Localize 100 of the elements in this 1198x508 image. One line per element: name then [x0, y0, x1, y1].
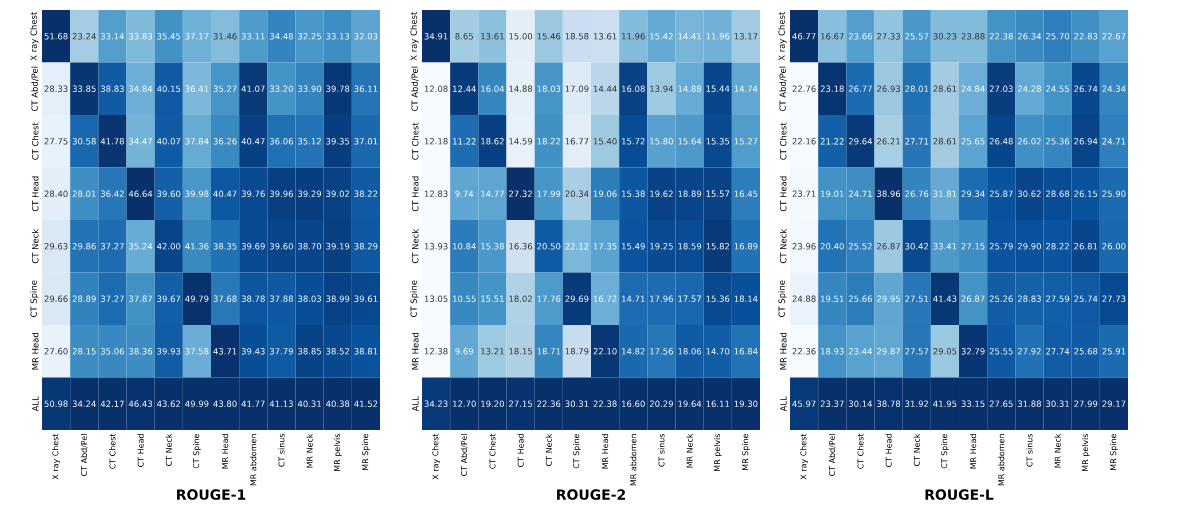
data-label: 10.84: [453, 243, 476, 250]
data-label: 40.31: [297, 400, 321, 407]
data-label: 16.04: [481, 85, 505, 92]
data-label: 31.92: [905, 400, 929, 407]
data-label: 19.01: [821, 190, 844, 197]
data-label: 23.18: [820, 85, 844, 92]
data-label: 13.94: [650, 85, 674, 92]
data-label: 28.40: [44, 190, 68, 197]
data-label: 34.91: [424, 33, 448, 40]
data-label: 25.36: [1046, 138, 1070, 145]
data-label: 41.43: [933, 295, 957, 302]
y-tick-label: ALL: [412, 396, 419, 412]
data-label: 15.42: [650, 33, 673, 40]
data-label: 27.71: [905, 138, 929, 145]
data-label: 27.33: [877, 33, 901, 40]
data-label: 37.27: [100, 243, 124, 250]
data-label: 39.02: [326, 190, 350, 197]
data-label: 27.59: [1046, 295, 1070, 302]
data-label: 32.79: [961, 348, 985, 355]
data-label: 35.27: [213, 85, 237, 92]
data-label: 12.18: [424, 138, 448, 145]
data-label: 19.25: [650, 243, 673, 250]
data-label: 34.24: [72, 400, 96, 407]
data-label: 27.32: [509, 190, 532, 197]
data-label: 34.23: [424, 400, 448, 407]
data-label: 40.15: [157, 85, 181, 92]
data-label: 12.38: [424, 348, 448, 355]
data-label: 14.88: [509, 85, 533, 92]
data-label: 12.70: [453, 400, 476, 407]
data-label: 25.90: [1102, 190, 1126, 197]
data-label: 26.81: [1074, 243, 1098, 250]
data-label: 36.26: [213, 138, 237, 145]
data-label: 30.62: [1017, 190, 1041, 197]
data-label: 19.62: [650, 190, 673, 197]
data-label: 26.76: [905, 190, 929, 197]
data-label: 33.85: [72, 85, 96, 92]
data-label: 28.22: [1046, 243, 1069, 250]
data-label: 9.74: [455, 190, 474, 197]
y-tick-label: CT Chest: [779, 122, 787, 160]
data-label: 41.07: [241, 85, 265, 92]
data-label: 13.05: [424, 295, 448, 302]
data-label: 36.42: [100, 190, 124, 197]
data-label: 39.96: [269, 190, 294, 197]
data-label: 28.61: [933, 138, 957, 145]
data-label: 30.58: [72, 138, 96, 145]
data-label: 11.96: [622, 33, 645, 40]
data-label: 46.64: [128, 190, 153, 197]
data-label: 38.83: [100, 85, 124, 92]
data-label: 10.55: [453, 295, 476, 302]
data-label: 13.61: [593, 33, 617, 40]
data-label: 41.52: [354, 400, 378, 407]
data-label: 25.70: [1046, 33, 1070, 40]
data-label: 38.22: [354, 190, 378, 197]
data-label: 23.24: [72, 33, 96, 40]
data-label: 17.56: [650, 348, 674, 355]
y-tick-label: MR Head: [31, 333, 39, 370]
data-label: 11.22: [453, 138, 476, 145]
data-label: 29.66: [44, 295, 68, 302]
data-label: 27.75: [44, 138, 68, 145]
data-label: 14.71: [622, 295, 645, 302]
data-label: 43.62: [157, 400, 181, 407]
data-label: 38.96: [877, 190, 901, 197]
data-label: 42.00: [157, 243, 181, 250]
data-label: 29.69: [565, 295, 589, 302]
data-label: 26.94: [1074, 138, 1098, 145]
data-label: 28.01: [72, 190, 96, 197]
data-label: 23.44: [848, 348, 873, 355]
data-label: 18.14: [734, 295, 758, 302]
data-label: 29.34: [961, 190, 985, 197]
data-label: 11.96: [706, 33, 730, 40]
data-label: 15.44: [706, 85, 730, 92]
data-label: 12.44: [453, 85, 476, 92]
data-label: 20.29: [649, 400, 673, 407]
data-label: 19.51: [821, 295, 844, 302]
data-label: 26.02: [1017, 138, 1041, 145]
data-label: 30.23: [933, 33, 957, 40]
data-label: 27.03: [989, 85, 1013, 92]
text: ROUGE-2: [557, 489, 625, 500]
data-label: 16.36: [509, 243, 533, 250]
data-label: 26.74: [1074, 85, 1098, 92]
data-label: 15.46: [537, 33, 561, 40]
data-label: 26.87: [877, 243, 900, 250]
data-label: 22.38: [989, 33, 1013, 40]
data-label: 30.14: [848, 400, 873, 407]
y-tick-label: CT Head: [779, 176, 787, 212]
data-label: 28.33: [44, 85, 68, 92]
data-label: 14.70: [706, 348, 730, 355]
data-label: 33.41: [933, 243, 957, 250]
data-label: 16.08: [622, 85, 645, 92]
data-label: 25.91: [1102, 348, 1126, 355]
data-label: 29.64: [848, 138, 873, 145]
data-label: 15.64: [678, 138, 702, 145]
data-label: 22.36: [792, 348, 816, 355]
data-label: 39.19: [326, 243, 350, 250]
y-tick-label: CT Abd/Pel: [411, 66, 419, 112]
data-label: 37.68: [213, 295, 237, 302]
data-label: 25.65: [961, 138, 985, 145]
y-tick-label: CT Abd/Pel: [779, 66, 787, 112]
data-label: 32.03: [354, 33, 378, 40]
data-label: 26.77: [848, 85, 872, 92]
